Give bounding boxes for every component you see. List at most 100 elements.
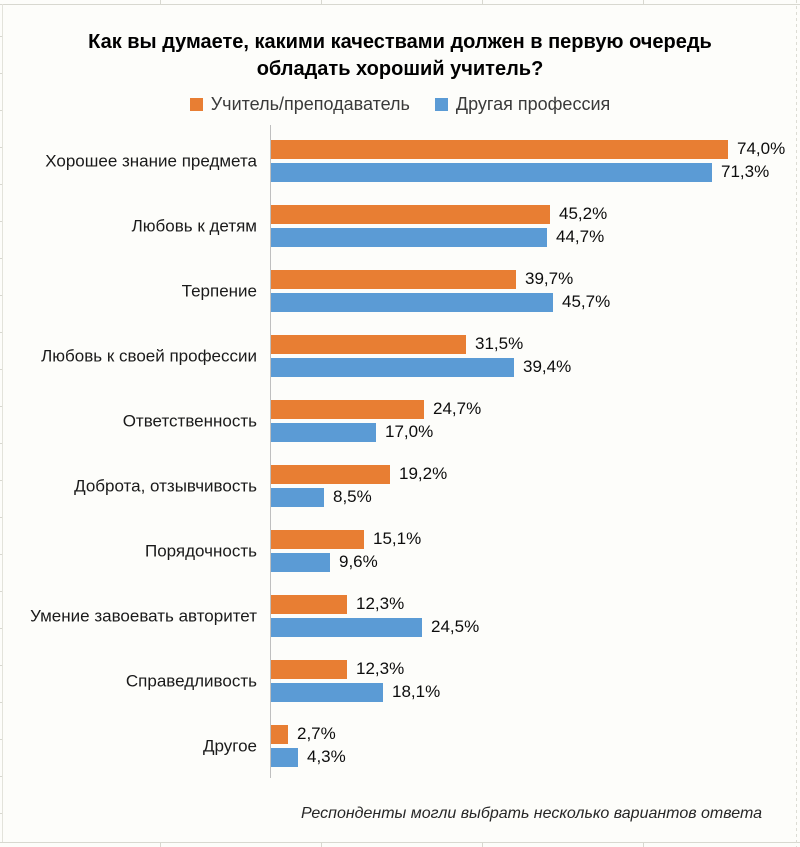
bar-row: 18,1%: [271, 682, 441, 702]
bar-row: 12,3%: [271, 594, 479, 614]
value-label: 15,1%: [373, 529, 422, 548]
bar-row: 45,7%: [271, 292, 611, 312]
bar-group: Справедливость 12,3% 18,1%: [0, 648, 792, 713]
bar-pair: 74,0% 71,3%: [271, 139, 786, 182]
bar-teacher: [271, 464, 390, 484]
spreadsheet-gridline-ticks-top: [0, 0, 800, 4]
category-label: Терпение: [181, 281, 257, 300]
bar-row: 17,0%: [271, 422, 481, 442]
bar-other-profession: [271, 422, 376, 442]
bar-row: 8,5%: [271, 487, 447, 507]
value-label: 19,2%: [399, 464, 448, 483]
bar-row: 39,7%: [271, 269, 610, 289]
bar-row: 39,4%: [271, 357, 572, 377]
value-label: 17,0%: [385, 422, 434, 441]
bar-teacher: [271, 594, 347, 614]
bar-row: 19,2%: [271, 464, 448, 484]
bar-other-profession: [271, 617, 422, 637]
bar-teacher: [271, 269, 516, 289]
value-label: 18,1%: [392, 682, 441, 701]
bar-teacher: [271, 139, 728, 159]
legend-item-teacher: Учитель/преподаватель: [189, 94, 410, 115]
value-label: 45,7%: [562, 292, 611, 311]
value-label: 12,3%: [356, 594, 405, 613]
value-label: 24,5%: [431, 617, 480, 636]
bar-pair: 31,5% 39,4%: [271, 334, 572, 377]
spreadsheet-gridline-right: [796, 0, 797, 847]
bar-group: Ответственность 24,7% 17,0%: [0, 388, 792, 453]
category-label: Справедливость: [125, 671, 257, 690]
bar-group: Терпение 39,7% 45,7%: [0, 258, 792, 323]
value-label: 74,0%: [737, 139, 786, 158]
bar-row: 44,7%: [271, 227, 607, 247]
bar-group: Любовь к детям 45,2% 44,7%: [0, 193, 792, 258]
bar-row: 15,1%: [271, 529, 422, 549]
bar-row: 4,3%: [271, 747, 346, 767]
bar-other-profession: [271, 227, 547, 247]
bar-row: 24,5%: [271, 617, 480, 637]
bar-groups: Хорошее знание предмета 74,0% 71,3% Любовь …: [0, 128, 792, 778]
bar-pair: 2,7% 4,3%: [271, 724, 346, 767]
bar-pair: 45,2% 44,7%: [271, 204, 608, 247]
chart-title: Как вы думаете, какими качествами должен…: [88, 31, 712, 80]
legend-swatch-teacher-icon: [189, 98, 203, 111]
bar-row: 71,3%: [271, 162, 785, 182]
category-label: Порядочность: [145, 541, 257, 560]
bar-other-profession: [271, 357, 514, 377]
bar-pair: 15,1% 9,6%: [271, 529, 422, 572]
value-label: 9,6%: [339, 552, 378, 571]
value-label: 4,3%: [307, 747, 346, 766]
spreadsheet-gridline-ticks-left: [0, 0, 3, 847]
legend: Учитель/преподаватель Другая профессия: [0, 94, 800, 115]
footnote: Респонденты могли выбрать несколько вари…: [300, 805, 762, 822]
bar-pair: 12,3% 18,1%: [271, 659, 441, 702]
spreadsheet-gridline-left: [2, 4, 3, 842]
bar-other-profession: [271, 162, 712, 182]
category-label: Другое: [202, 736, 257, 755]
bar-other-profession: [271, 682, 383, 702]
value-label: 71,3%: [721, 162, 770, 181]
bar-pair: 24,7% 17,0%: [271, 399, 482, 442]
bar-row: 31,5%: [271, 334, 571, 354]
bar-teacher: [271, 334, 466, 354]
value-label: 39,4%: [523, 357, 572, 376]
bar-teacher: [271, 659, 347, 679]
bar-teacher: [271, 529, 364, 549]
value-label: 39,7%: [525, 269, 574, 288]
legend-label-teacher: Учитель/преподаватель: [210, 94, 410, 114]
value-label: 31,5%: [475, 334, 524, 353]
bar-row: 12,3%: [271, 659, 440, 679]
category-label: Любовь к детям: [131, 216, 257, 235]
category-label: Ответственность: [122, 411, 257, 430]
spreadsheet-gridline-bottom: [0, 842, 800, 843]
value-label: 8,5%: [333, 487, 372, 506]
bar-row: 24,7%: [271, 399, 482, 419]
spreadsheet-gridline-top: [0, 4, 800, 5]
bar-group: Умение завоевать авторитет 12,3% 24,5%: [0, 583, 792, 648]
bar-row: 74,0%: [271, 139, 786, 159]
bar-group: Любовь к своей профессии 31,5% 39,4%: [0, 323, 792, 388]
legend-swatch-other-profession-icon: [434, 98, 448, 111]
bar-group: Доброта, отзывчивость 19,2% 8,5%: [0, 453, 792, 518]
category-label: Умение завоевать авторитет: [30, 606, 257, 625]
value-label: 2,7%: [297, 724, 336, 743]
spreadsheet-gridline-ticks-bottom: [0, 843, 800, 847]
bar-row: 2,7%: [271, 724, 346, 744]
value-label: 45,2%: [559, 204, 608, 223]
bar-group: Другое 2,7% 4,3%: [0, 713, 792, 778]
bar-pair: 39,7% 45,7%: [271, 269, 611, 312]
bar-row: 9,6%: [271, 552, 421, 572]
bar-other-profession: [271, 487, 324, 507]
category-axis-line: [270, 125, 271, 778]
category-label: Хорошее знание предмета: [45, 151, 257, 170]
value-label: 24,7%: [433, 399, 482, 418]
bar-teacher: [271, 724, 288, 744]
value-label: 44,7%: [556, 227, 605, 246]
bar-pair: 12,3% 24,5%: [271, 594, 480, 637]
legend-label-other-profession: Другая профессия: [455, 94, 611, 114]
legend-item-other-profession: Другая профессия: [434, 94, 611, 115]
bar-pair: 19,2% 8,5%: [271, 464, 448, 507]
bar-group: Хорошее знание предмета 74,0% 71,3%: [0, 128, 792, 193]
bar-teacher: [271, 204, 550, 224]
